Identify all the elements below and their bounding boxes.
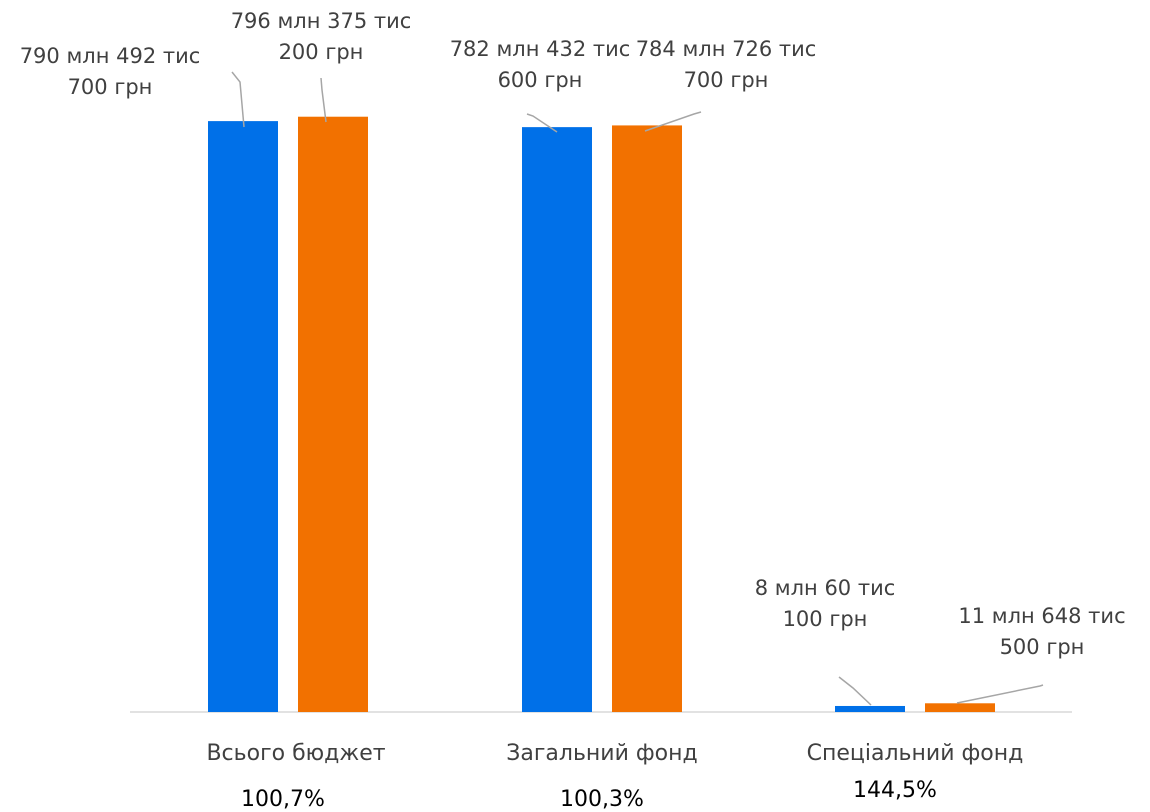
category-label-3: Спеціальний фонд — [807, 741, 1024, 766]
data-labels-layer: 790 млн 492 тис 700 грн 782 млн 432 тис 600… — [20, 9, 1126, 659]
leader-line-s1-c3 — [838, 676, 872, 706]
data-label-s2-c1-line2: 200 грн — [279, 40, 364, 64]
data-label-s1-c3-line2: 100 грн — [783, 607, 868, 631]
leader-line-s2-c3 — [956, 684, 1044, 704]
bars-layer — [208, 116, 995, 713]
data-label-s2-c2-line2: 700 грн — [684, 68, 769, 92]
bar-s1-c3 — [835, 705, 905, 712]
bar-s1-c2 — [522, 127, 592, 712]
data-label-s2-c3-line1: 11 млн 648 тис — [958, 604, 1125, 628]
category-label-2: Загальний фонд — [506, 741, 698, 766]
bar-s2-c3 — [925, 703, 995, 712]
data-label-s1-c3-line1: 8 млн 60 тис — [755, 576, 896, 600]
leader-lines-layer — [231, 71, 1044, 706]
leader-line-s2-c2 — [644, 111, 702, 132]
percentage-label-1: 100,7% — [241, 787, 325, 812]
leader-line-s1-c1 — [231, 71, 245, 128]
leader-line-s2-c1 — [320, 77, 327, 123]
bar-s2-c2 — [612, 125, 682, 712]
data-label-s1-c2-line2: 600 грн — [498, 68, 583, 92]
data-label-s2-c3-line2: 500 грн — [1000, 635, 1085, 659]
data-label-s1-c1-line2: 700 грн — [68, 75, 153, 99]
percentage-label-3: 144,5% — [853, 778, 937, 803]
data-label-s2-c2-line1: 784 млн 726 тис — [636, 37, 817, 61]
category-labels-layer: Всього бюджет 100,7% Загальний фонд 100,3% С… — [206, 741, 1023, 812]
data-label-s2-c1-line1: 796 млн 375 тис — [231, 9, 412, 33]
bar-s1-c1 — [208, 121, 278, 713]
percentage-label-2: 100,3% — [560, 787, 644, 812]
data-label-s1-c1-line1: 790 млн 492 тис — [20, 44, 201, 68]
data-label-s1-c2-line1: 782 млн 432 тис — [450, 37, 631, 61]
leader-line-s1-c2 — [526, 113, 558, 133]
bar-s2-c1 — [298, 116, 368, 713]
category-label-1: Всього бюджет — [206, 741, 385, 766]
